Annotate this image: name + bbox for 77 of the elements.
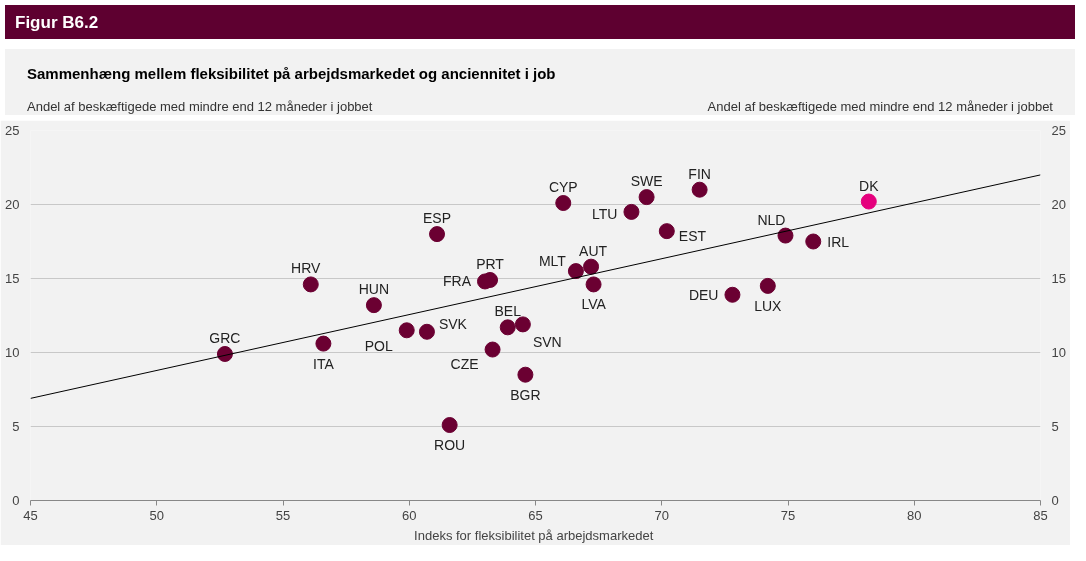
y2-tick-label: 10 xyxy=(1051,345,1066,360)
point xyxy=(724,286,741,303)
point xyxy=(418,323,435,340)
y2-tick-label: 25 xyxy=(1051,123,1066,138)
annotation: ESP xyxy=(423,210,452,227)
annotation: CZE xyxy=(450,355,479,372)
annotation: ROU xyxy=(434,437,466,454)
point xyxy=(691,181,708,198)
annotation: BEL xyxy=(494,303,522,320)
point xyxy=(567,263,584,280)
point xyxy=(860,193,877,210)
annotation: FRA xyxy=(443,273,472,290)
annotation: MLT xyxy=(538,253,567,270)
y2-tick-label: 15 xyxy=(1051,271,1066,286)
point xyxy=(583,258,600,275)
point xyxy=(441,417,458,434)
annotation: SWE xyxy=(630,173,663,190)
point xyxy=(759,277,776,294)
x-tick-label: 70 xyxy=(654,507,669,523)
annotation: SVK xyxy=(438,315,468,332)
annotation: EST xyxy=(678,228,707,245)
annotation: PRT xyxy=(476,255,505,272)
x-tick-label: 65 xyxy=(528,507,543,523)
y-axis-title: Andel af beskæftigede med mindre end 12 måneder i jobbet xyxy=(27,98,374,117)
point xyxy=(484,341,501,358)
annotation: LTU xyxy=(592,205,618,222)
chart-subtitle: Sammenhæng mellem fleksibilitet på arbejdsmarkedet og anciennitet i job xyxy=(27,64,557,84)
point xyxy=(777,227,794,244)
y2-axis-title: Andel af beskæftigede med mindre end 12 måneder i jobbet xyxy=(706,98,1053,117)
annotation: AUT xyxy=(579,242,608,259)
x-axis-title: Indeks for fleksibilitet på arbejdsmarkedet xyxy=(414,527,654,543)
x-tick-label: 60 xyxy=(402,507,417,523)
x-tick-label: 85 xyxy=(1033,507,1048,523)
point xyxy=(365,297,382,314)
point xyxy=(302,276,319,293)
annotation: GRC xyxy=(209,329,241,346)
point xyxy=(555,195,572,212)
point xyxy=(398,322,415,339)
annotation: HUN xyxy=(358,281,390,298)
annotation: IRL xyxy=(827,233,850,250)
y-tick-label: 25 xyxy=(5,123,20,138)
x-tick-label: 45 xyxy=(23,507,38,523)
annotation: LUX xyxy=(754,297,783,314)
point xyxy=(499,319,516,336)
annotation: LVA xyxy=(581,296,607,313)
point xyxy=(805,233,822,250)
point xyxy=(514,316,531,333)
x-tick-label: 50 xyxy=(149,507,164,523)
x-tick-label: 80 xyxy=(907,507,922,523)
annotation: HRV xyxy=(291,260,322,277)
x-tick-label: 55 xyxy=(275,507,291,523)
chart-title: Figur B6.2 xyxy=(15,12,99,34)
point xyxy=(517,366,534,383)
x-tick-label: 75 xyxy=(780,507,796,523)
annotation: SVN xyxy=(532,334,562,351)
y-tick-label: 5 xyxy=(12,419,20,434)
y2-tick-label: 5 xyxy=(1051,419,1059,434)
annotation: CYP xyxy=(548,179,578,196)
annotation: FIN xyxy=(688,165,711,182)
point xyxy=(429,226,446,243)
annotation: DK xyxy=(859,177,880,194)
y-tick-label: 0 xyxy=(12,493,20,508)
annotation: POL xyxy=(364,338,393,355)
point xyxy=(638,189,655,206)
annotation: ITA xyxy=(313,355,335,372)
annotation: BGR xyxy=(510,386,541,403)
y2-tick-label: 0 xyxy=(1051,493,1059,508)
y-tick-label: 15 xyxy=(5,271,20,286)
point xyxy=(658,223,675,240)
point xyxy=(585,276,602,293)
point xyxy=(623,203,640,220)
y2-tick-label: 20 xyxy=(1051,197,1066,212)
annotation: DEU xyxy=(688,286,719,303)
y-tick-label: 10 xyxy=(5,345,20,360)
point xyxy=(315,335,332,352)
annotation: NLD xyxy=(757,211,786,228)
y-tick-label: 20 xyxy=(5,197,20,212)
